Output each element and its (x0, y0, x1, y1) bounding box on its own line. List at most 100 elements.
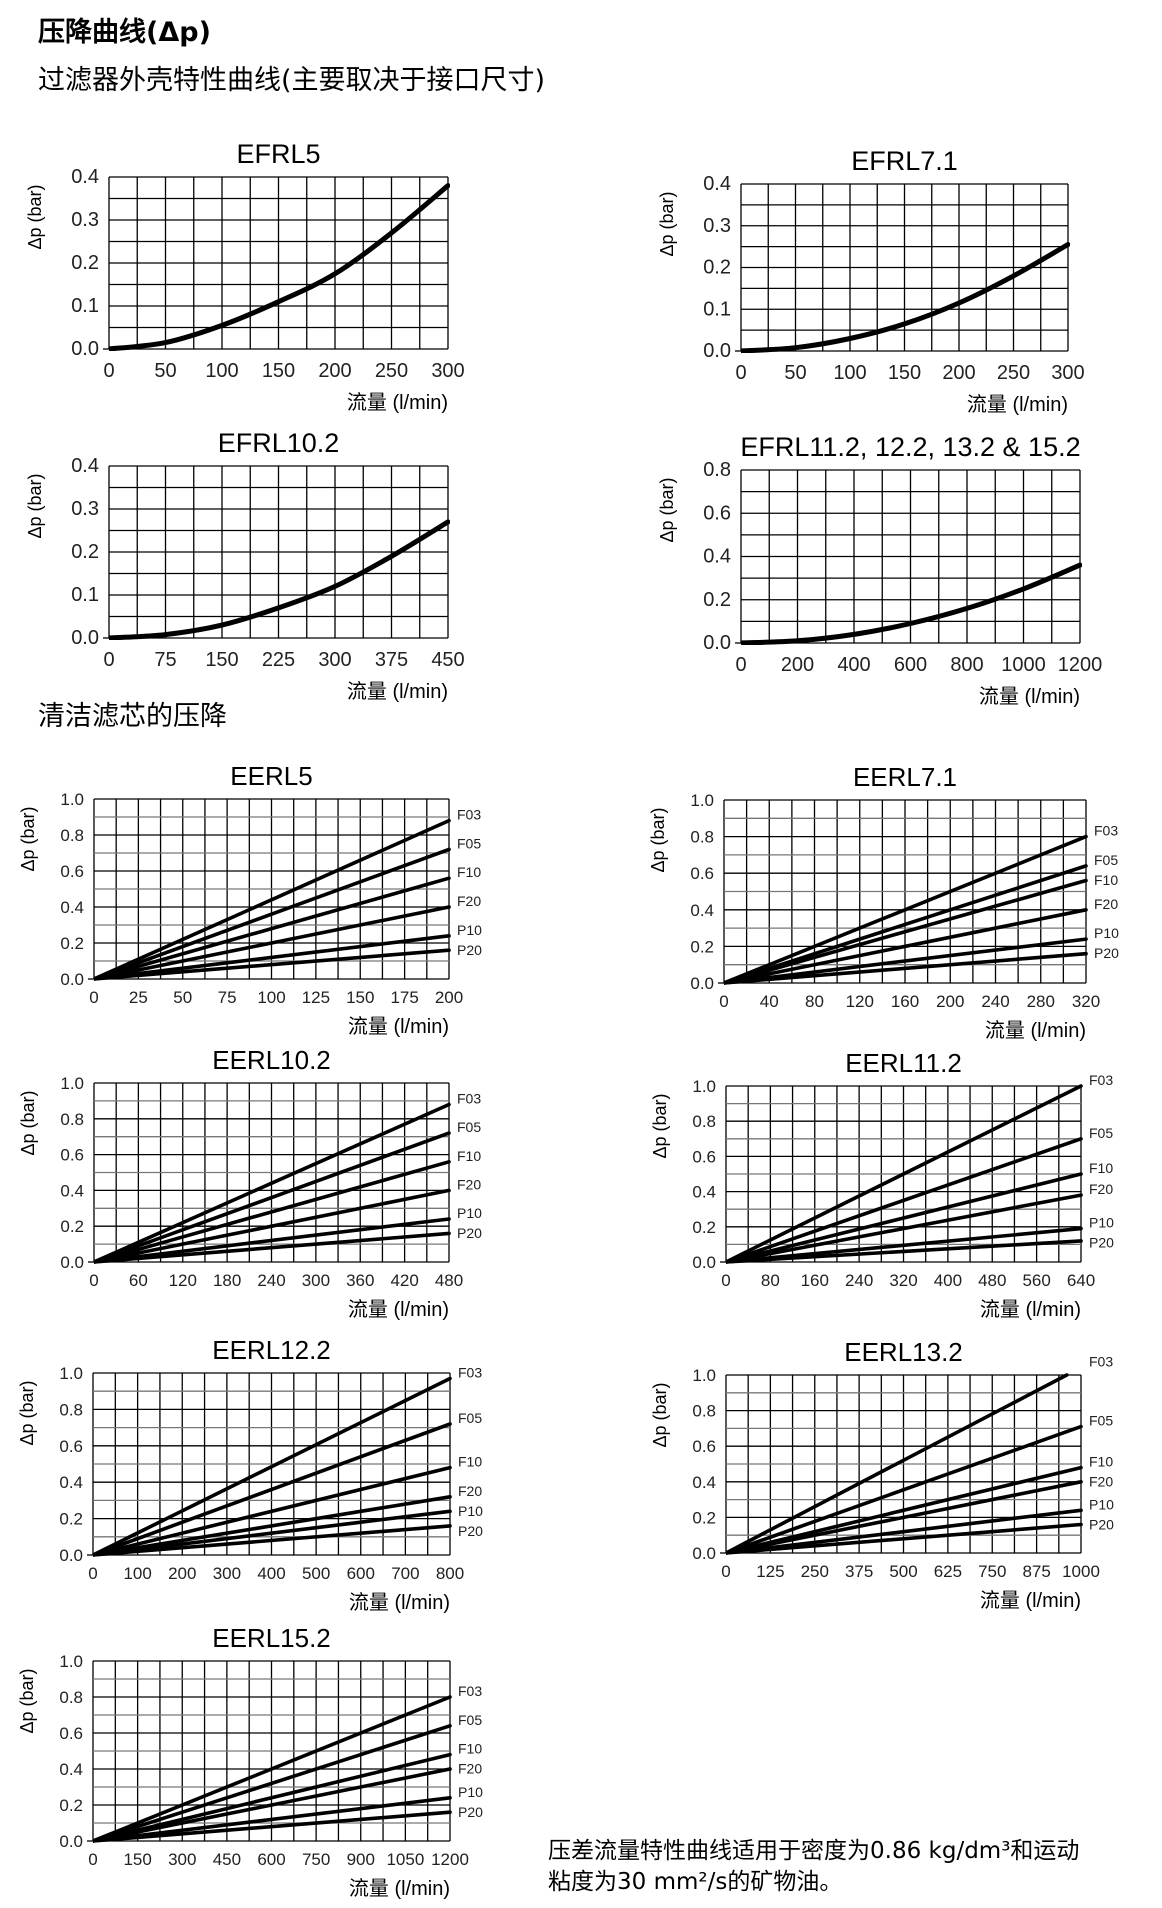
x-tick-label: 375 (845, 1562, 873, 1581)
x-tick-label: 160 (801, 1271, 829, 1290)
x-tick-label: 0 (103, 649, 114, 671)
element-section-heading: 清洁滤芯的压降 (38, 701, 227, 732)
y-tick-label: 0.4 (59, 1760, 83, 1779)
y-axis-label: Δp (bar) (657, 477, 677, 542)
x-tick-label: 600 (894, 654, 927, 676)
series-line-f03 (726, 1084, 1083, 1264)
series-line-p10 (724, 937, 1088, 985)
chart-title: EFRL11.2, 12.2, 13.2 & 15.2 (740, 432, 1080, 462)
x-tick-label: 1000 (1001, 654, 1046, 676)
chart-title: EERL10.2 (212, 1045, 331, 1075)
x-tick-label: 0 (721, 1562, 730, 1581)
x-tick-label: 375 (375, 649, 408, 671)
chart-eerl11-2: EERL11.2 0.0 0.2 0.4 0.6 0.8 1.0 0 80 160 240 320 40… (650, 1048, 1114, 1321)
chart-eerl12-2: EERL12.2 0.0 0.2 0.4 0.6 0.8 1.0 0 100 200 300 400 5… (17, 1335, 483, 1614)
x-tick-label: 240 (981, 992, 1009, 1011)
x-tick-label: 75 (154, 649, 176, 671)
series-label: F10 (458, 1741, 482, 1757)
x-tick-label: 1200 (1058, 654, 1103, 676)
housing-section-heading: 过滤器外壳特性曲线(主要取决于接口尺寸) (38, 65, 546, 96)
series-line-f20 (94, 905, 451, 981)
chart-title: EERL7.1 (853, 762, 957, 792)
x-tick-label: 100 (205, 360, 238, 382)
y-tick-label: 0.2 (692, 1508, 716, 1527)
chart-efrl10-2: EFRL10.2 0.0 0.1 0.2 0.3 0.4 0 75 150 225 300 375 45… (25, 428, 465, 703)
y-tick-label: 0.8 (59, 1688, 83, 1707)
series-line-f05 (93, 1724, 452, 1843)
x-tick-label: 600 (347, 1564, 375, 1583)
y-tick-label: 0.8 (692, 1112, 716, 1131)
y-tick-label: 0.0 (60, 1253, 84, 1272)
footnote-line-1: 压差流量特性曲线适用于密度为0.86 kg/dm³和运动 (548, 1838, 1080, 1864)
chart-eerl7-1: EERL7.1 0.0 0.2 0.4 0.6 0.8 1.0 0 40 80 120 160 200 2… (648, 762, 1119, 1042)
series-label: F05 (458, 1712, 482, 1728)
series-label: F10 (457, 1148, 481, 1164)
series-label: F03 (458, 1683, 482, 1699)
x-axis-label: 流量 (l/min) (985, 1019, 1086, 1042)
y-tick-label: 1.0 (60, 790, 84, 809)
y-tick-label: 0.8 (692, 1402, 716, 1421)
y-tick-label: 0.4 (692, 1473, 716, 1492)
x-tick-label: 875 (1022, 1562, 1050, 1581)
x-tick-label: 280 (1027, 992, 1055, 1011)
y-tick-label: 1.0 (692, 1077, 716, 1096)
series-label: F10 (1094, 872, 1118, 888)
x-tick-label: 80 (805, 992, 824, 1011)
series-label: P20 (457, 942, 482, 958)
series-label: P10 (1089, 1215, 1114, 1231)
series-line-p10 (94, 934, 451, 981)
series-label: P20 (458, 1523, 483, 1539)
y-tick-label: 1.0 (692, 1366, 716, 1385)
series-label: F05 (1094, 852, 1118, 868)
series-label: P10 (1089, 1496, 1114, 1512)
y-axis-label: Δp (bar) (25, 184, 45, 249)
y-tick-label: 0.0 (703, 340, 731, 362)
y-tick-label: 1.0 (59, 1364, 83, 1383)
chart-title: EFRL5 (236, 139, 320, 169)
series-line-f05 (94, 1131, 451, 1264)
series-label: F20 (1089, 1181, 1113, 1197)
series-line-p20 (726, 1239, 1083, 1264)
series-line-f03 (93, 1695, 452, 1843)
x-axis-label: 流量 (l/min) (967, 393, 1068, 416)
x-tick-label: 640 (1067, 1271, 1095, 1290)
y-tick-label: 0.3 (71, 209, 99, 231)
series-line-f03 (724, 834, 1088, 985)
y-tick-label: 0.8 (60, 826, 84, 845)
y-tick-label: 0.0 (60, 970, 84, 989)
x-tick-label: 0 (89, 988, 98, 1007)
y-tick-label: 0.2 (71, 252, 99, 274)
x-tick-label: 175 (390, 988, 418, 1007)
x-tick-label: 180 (213, 1271, 241, 1290)
x-tick-label: 150 (346, 988, 374, 1007)
x-tick-label: 0 (719, 992, 728, 1011)
x-tick-label: 0 (735, 362, 746, 384)
x-tick-label: 300 (1051, 362, 1084, 384)
series-label: F03 (1089, 1354, 1113, 1370)
x-tick-label: 200 (936, 992, 964, 1011)
y-tick-label: 0.4 (60, 1181, 84, 1200)
series-label: P10 (457, 1205, 482, 1221)
y-tick-label: 0.4 (71, 455, 99, 477)
series-label: P20 (1089, 1235, 1114, 1251)
y-tick-label: 0.4 (690, 901, 714, 920)
x-tick-label: 200 (318, 360, 351, 382)
series-label: F10 (457, 864, 481, 880)
y-axis-label: Δp (bar) (25, 473, 45, 538)
series-label: F20 (1094, 896, 1118, 912)
y-tick-label: 0.4 (692, 1183, 716, 1202)
series-label: F03 (1094, 823, 1118, 839)
series-line-f20 (726, 1480, 1083, 1555)
x-tick-label: 400 (934, 1271, 962, 1290)
series-line-p10 (726, 1508, 1083, 1555)
x-tick-label: 750 (978, 1562, 1006, 1581)
x-tick-label: 250 (997, 362, 1030, 384)
y-tick-label: 0.0 (703, 632, 731, 654)
series-line-f03 (726, 1373, 1069, 1555)
y-tick-label: 0.0 (59, 1832, 83, 1851)
series-label: F05 (1089, 1125, 1113, 1141)
x-tick-label: 100 (833, 362, 866, 384)
y-tick-label: 0.4 (71, 166, 99, 188)
series-line-f03 (94, 818, 451, 981)
x-tick-label: 80 (761, 1271, 780, 1290)
